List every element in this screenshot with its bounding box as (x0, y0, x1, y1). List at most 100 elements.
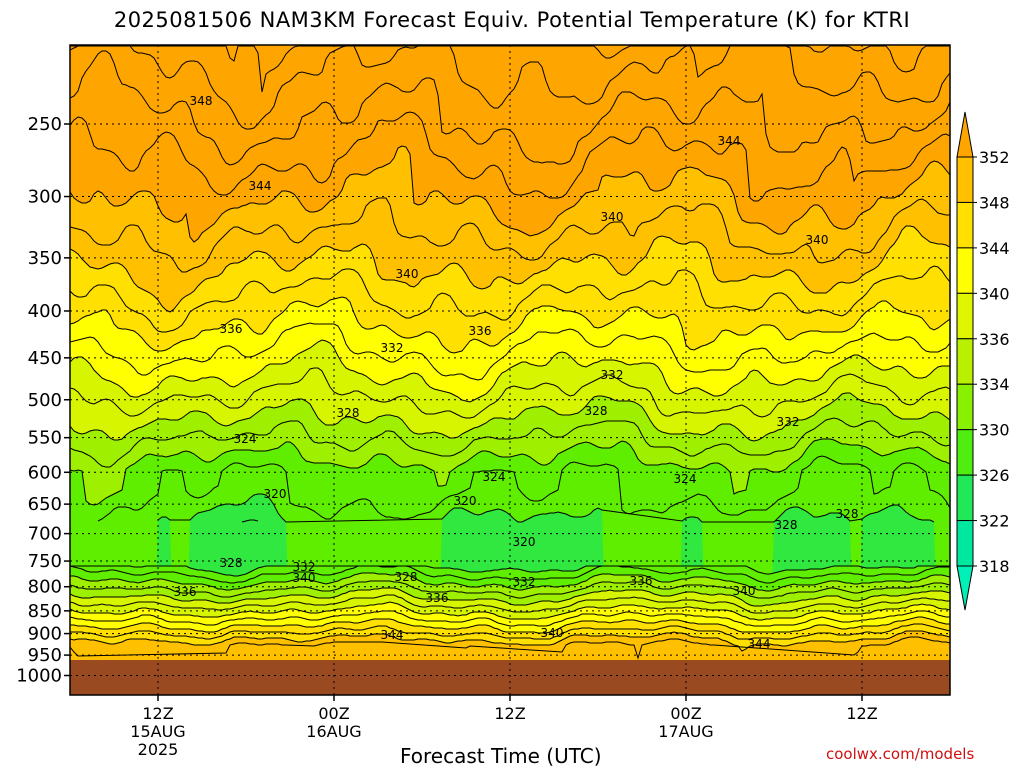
contour-label: 344 (249, 179, 272, 193)
x-tick-date: 17AUG (658, 722, 713, 741)
colorbar-label: 318 (979, 557, 1010, 576)
contour-label: 332 (601, 368, 624, 382)
colorbar-label: 326 (979, 466, 1010, 485)
contour-label: 340 (396, 267, 419, 281)
y-tick-label: 350 (28, 248, 62, 269)
y-tick-label: 550 (28, 428, 62, 449)
colorbar-segment (956, 156, 974, 203)
contour-line (70, 438, 950, 506)
contour-label: 340 (293, 571, 316, 585)
y-tick-label: 950 (28, 645, 62, 666)
contour-line (70, 601, 950, 621)
contour-label: 332 (381, 341, 404, 355)
y-tick-label: 1000 (16, 666, 62, 687)
y-tick-label: 450 (28, 348, 62, 369)
credit-link[interactable]: coolwx.com/models (826, 745, 975, 763)
x-tick-date: 16AUG (306, 722, 361, 741)
contour-line (70, 630, 950, 652)
colorbar: 352 348 344 340 336 334 330 326 322 318 (956, 111, 1010, 611)
contour-line (70, 616, 950, 634)
colorbar-segment (956, 247, 974, 294)
y-tick-label: 700 (28, 524, 62, 545)
y-tick-label: 800 (28, 577, 62, 598)
contour-label: 336 (426, 591, 449, 605)
y-tick-label: 900 (28, 624, 62, 645)
colorbar-segment (956, 292, 974, 340)
x-tick-label: 00Z (318, 704, 349, 723)
x-tick-year: 2025 (138, 740, 179, 759)
contour-label: 332 (777, 415, 800, 429)
contour-label: 344 (381, 628, 404, 642)
contour-label: 328 (585, 404, 608, 418)
colorbar-label: 340 (979, 284, 1010, 303)
colorbar-label: 322 (979, 512, 1010, 531)
y-tick-label: 600 (28, 462, 62, 483)
contour-label: 332 (293, 560, 316, 574)
contour-label: 324 (234, 432, 257, 446)
y-tick-label: 400 (28, 301, 62, 322)
x-tick-label: 00Z (670, 704, 701, 723)
contour-label: 324 (674, 472, 697, 486)
colorbar-label: 330 (979, 421, 1010, 440)
y-tick-label: 500 (28, 390, 62, 411)
contour-label: 348 (190, 94, 213, 108)
contour-label: 336 (469, 324, 492, 338)
contour-labels: 348 344 344 340 340 340 336 336 332 332 328 328 324 3… (174, 94, 859, 651)
y-axis: 2503003504004505005506006507007508008509… (16, 114, 70, 687)
contour-label: 340 (601, 210, 624, 224)
x-axis-label: Forecast Time (UTC) (400, 744, 602, 768)
contour-label: 340 (541, 626, 564, 640)
contour-line (241, 519, 259, 523)
contour-line (70, 339, 950, 403)
x-tick-label: 12Z (142, 704, 173, 723)
y-tick-label: 850 (28, 601, 62, 622)
contour-label: 320 (454, 494, 477, 508)
contour-label: 324 (483, 470, 506, 484)
x-tick-date: 15AUG (130, 722, 185, 741)
colorbar-label: 348 (979, 193, 1010, 212)
colorbar-arrow-top (956, 111, 974, 158)
contour-line (70, 636, 950, 660)
contour-label: 336 (630, 574, 653, 588)
contour-label: 328 (337, 406, 360, 420)
contour-label: 328 (836, 507, 859, 521)
y-tick-label: 750 (28, 551, 62, 572)
contour-line (97, 455, 950, 522)
colorbar-segment (956, 338, 974, 385)
chart-title: 2025081506 NAM3KM Forecast Equiv. Potent… (113, 8, 911, 32)
colorbar-label: 344 (979, 239, 1010, 258)
contour-line (70, 610, 950, 627)
contour-line (70, 197, 950, 273)
colorbar-label: 352 (979, 148, 1010, 167)
y-tick-label: 250 (28, 114, 62, 135)
contour-label: 328 (395, 570, 418, 584)
contour-line (157, 493, 935, 523)
contour-label: 328 (220, 556, 243, 570)
contour-line (70, 580, 950, 599)
grid-lines (70, 45, 950, 695)
y-tick-label: 300 (28, 187, 62, 208)
x-tick-label: 12Z (846, 704, 877, 723)
contour-line (70, 417, 950, 468)
contour-label: 328 (775, 518, 798, 532)
x-tick-label: 12Z (494, 704, 525, 723)
contour-line (70, 623, 950, 640)
contour-label: 332 (513, 575, 536, 589)
colorbar-label: 334 (979, 375, 1010, 394)
colorbar-segment (956, 520, 974, 567)
colorbar-arrow-bottom (956, 565, 974, 611)
colorbar-segment (956, 474, 974, 522)
y-tick-label: 650 (28, 494, 62, 515)
colorbar-segment (956, 429, 974, 476)
contour-label: 336 (174, 585, 197, 599)
contour-label: 340 (806, 233, 829, 247)
contour-line (70, 145, 950, 243)
colorbar-segment (956, 201, 974, 249)
colorbar-segment (956, 383, 974, 431)
ground-layer (70, 660, 950, 695)
contour-label: 344 (718, 134, 741, 148)
contour-label: 336 (220, 322, 243, 336)
contour-label: 344 (748, 637, 771, 651)
